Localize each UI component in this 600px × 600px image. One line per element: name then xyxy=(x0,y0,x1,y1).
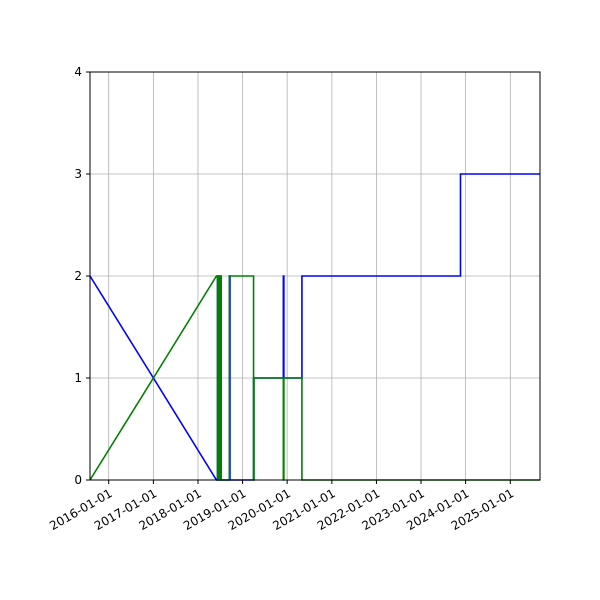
y-tick-label: 1 xyxy=(74,371,82,385)
y-tick-label: 2 xyxy=(74,269,82,283)
y-tick-label: 0 xyxy=(74,473,82,487)
y-tick-label: 4 xyxy=(74,65,82,79)
y-tick-label: 3 xyxy=(74,167,82,181)
